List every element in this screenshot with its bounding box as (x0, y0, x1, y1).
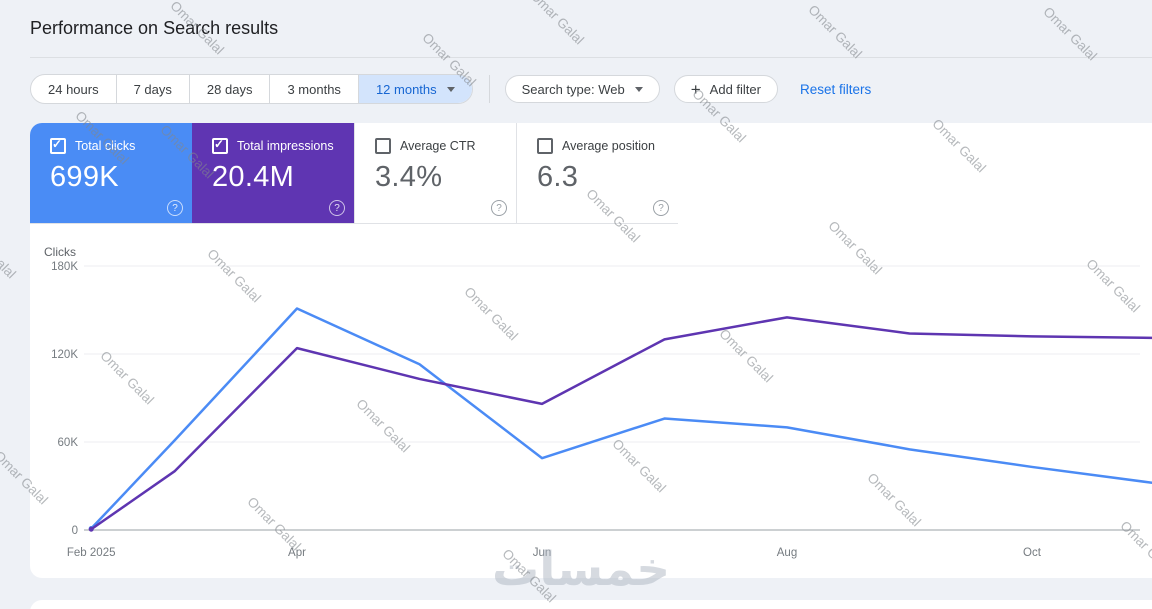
series-line-1 (89, 316, 1152, 531)
page-title: Performance on Search results (30, 18, 279, 38)
metric-label: Total clicks (75, 139, 136, 153)
date-range-selector: 24 hours 7 days 28 days 3 months 12 mont… (30, 74, 473, 104)
date-range-24-hours[interactable]: 24 hours (31, 75, 117, 103)
series-line-0 (89, 307, 1152, 530)
plus-icon: + (690, 79, 701, 99)
date-range-7-days[interactable]: 7 days (117, 75, 190, 103)
metric-label: Total impressions (237, 139, 334, 153)
date-range-3-months[interactable]: 3 months (270, 75, 359, 103)
x-tick-label: Apr (288, 547, 306, 559)
performance-panel: 180K 120K 60K 0 Clicks Feb 2025 Apr Jun Aug Oct T… (30, 123, 1152, 578)
x-tick-label: Oct (1023, 547, 1042, 559)
watermark-text: Omar Galal (805, 2, 865, 62)
y-tick-label: 60K (58, 437, 79, 449)
date-range-label: 7 days (133, 81, 172, 97)
header-divider (30, 57, 1152, 58)
card-header: Total clicks (50, 137, 192, 154)
date-range-label: 28 days (206, 81, 253, 97)
date-range-label: 24 hours (48, 81, 99, 97)
search-type-label: Search type: Web (521, 81, 625, 97)
y-axis-title: Clicks (44, 245, 76, 259)
card-header: Total impressions (212, 137, 354, 154)
card-header: Average CTR (375, 138, 516, 154)
x-tick-label: Jun (533, 547, 552, 559)
filter-bar: 24 hours 7 days 28 days 3 months 12 mont… (30, 74, 871, 104)
metric-card-average-ctr[interactable]: Average CTR 3.4% ? (354, 123, 516, 223)
performance-chart: 180K 120K 60K 0 Clicks Feb 2025 Apr Jun Aug Oct (44, 245, 1152, 559)
average-position-checkbox[interactable] (537, 138, 553, 154)
filter-divider (488, 75, 490, 103)
date-range-label: 3 months (287, 81, 341, 97)
add-filter-label: Add filter (709, 81, 761, 97)
chevron-down-icon (634, 86, 643, 92)
watermark-text: Omar Galal (527, 0, 587, 48)
date-range-label: 12 months (375, 81, 437, 97)
metric-value: 6.3 (537, 161, 579, 193)
date-range-12-months[interactable]: 12 months (358, 75, 472, 103)
total-impressions-checkbox[interactable] (212, 137, 228, 154)
date-range-28-days[interactable]: 28 days (190, 75, 271, 103)
metric-cards-row: Total clicks 699K ? Total impressions 20… (30, 123, 678, 224)
card-header: Average position (537, 138, 678, 154)
total-clicks-checkbox[interactable] (50, 137, 66, 154)
x-tick-label: Aug (777, 547, 797, 559)
chevron-down-icon (446, 86, 455, 92)
search-type-selector[interactable]: Search type: Web (504, 75, 660, 103)
metric-value: 3.4% (375, 161, 443, 193)
help-icon[interactable]: ? (491, 200, 507, 216)
x-tick-label: Feb 2025 (67, 547, 116, 559)
metric-card-total-clicks[interactable]: Total clicks 699K ? (30, 123, 192, 223)
y-tick-label: 180K (51, 261, 78, 273)
y-tick-label: 120K (51, 349, 78, 361)
y-tick-label: 0 (72, 525, 78, 537)
average-ctr-checkbox[interactable] (375, 138, 391, 154)
metric-value: 699K (50, 161, 119, 193)
metric-label: Average CTR (400, 139, 476, 153)
metric-label: Average position (562, 139, 655, 153)
watermark-text: Omar Galal (0, 222, 19, 282)
help-icon[interactable]: ? (653, 200, 669, 216)
add-filter-button[interactable]: + Add filter (673, 75, 778, 103)
help-icon[interactable]: ? (329, 200, 345, 216)
series-start-dot (88, 526, 94, 532)
help-icon[interactable]: ? (167, 200, 183, 216)
metric-card-average-position[interactable]: Average position 6.3 ? (516, 123, 678, 223)
reset-filters-link[interactable]: Reset filters (799, 81, 872, 97)
metric-card-total-impressions[interactable]: Total impressions 20.4M ? (192, 123, 354, 223)
next-section-panel (30, 600, 1152, 609)
watermark-text: Omar Galal (1040, 4, 1100, 64)
metric-value: 20.4M (212, 161, 295, 193)
